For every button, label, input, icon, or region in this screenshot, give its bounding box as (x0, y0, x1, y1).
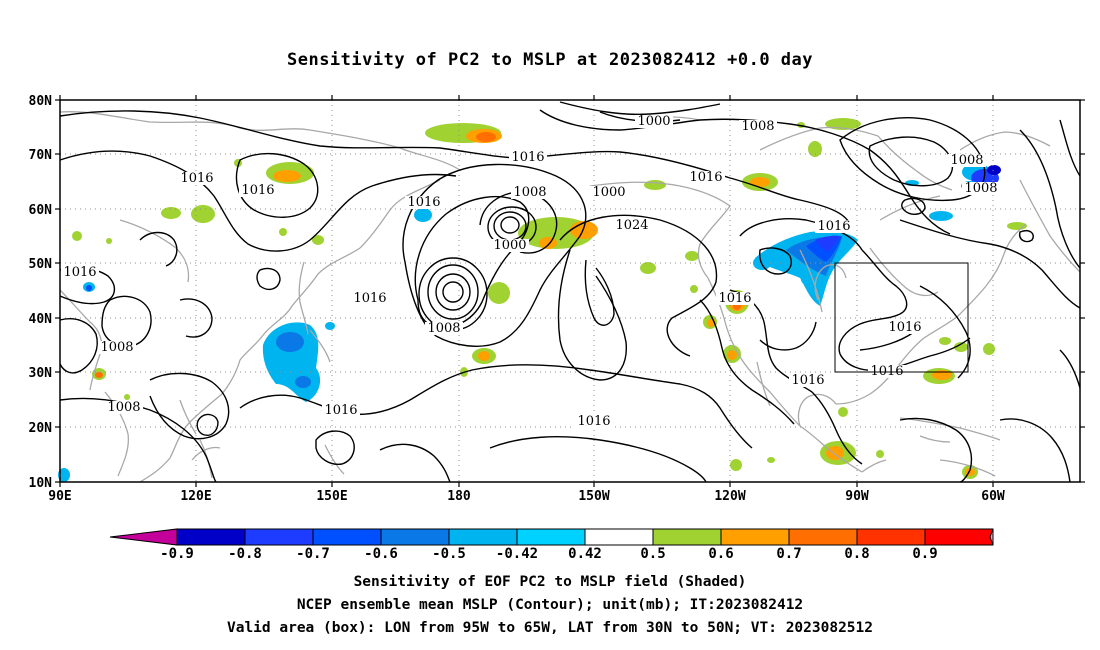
lat-tick-label: 20N (29, 421, 53, 436)
colorbar-segment (856, 528, 926, 546)
lat-tick-label: 10N (29, 476, 53, 491)
colorbar-label: 0.6 (708, 546, 733, 562)
mslp-contours (59, 101, 1081, 483)
lon-tick-label: 180 (447, 489, 471, 504)
contour-label: 1016 (180, 171, 213, 186)
lon-tick-label: 60W (981, 489, 1005, 504)
contour-label: 1016 (353, 291, 386, 306)
colorbar-segment (448, 528, 518, 546)
contour-label: 1016 (324, 403, 357, 418)
graticule (60, 100, 1080, 482)
colorbar-segment (516, 528, 586, 546)
contour-label: 1008 (964, 181, 997, 196)
contour-label: 1016 (511, 150, 544, 165)
lon-tick-label: 120W (714, 489, 745, 504)
lon-tick-label: 90W (845, 489, 869, 504)
colorbar-label: -0.6 (364, 546, 398, 562)
colorbar-segment (584, 528, 654, 546)
lat-tick-label: 60N (29, 203, 53, 218)
colorbar-left-arrow (109, 528, 178, 546)
contour-label: 1016 (407, 195, 440, 210)
colorbar-label: 0.5 (640, 546, 665, 562)
caption-line-2: NCEP ensemble mean MSLP (Contour); unit(… (296, 597, 804, 613)
lon-tick-label: 120E (180, 489, 211, 504)
lat-tick-label: 30N (29, 366, 53, 381)
contour-label: 1000 (637, 114, 670, 129)
contour-label: 1016 (63, 265, 96, 280)
contour-label: 1016 (718, 291, 751, 306)
lon-tick-label: 90E (48, 489, 71, 504)
contour-label: 1008 (427, 321, 460, 336)
colorbar-label: -0.8 (228, 546, 262, 562)
caption-line-1: Sensitivity of EOF PC2 to MSLP field (Sh… (353, 574, 747, 590)
lat-tick-label: 40N (29, 312, 53, 327)
contour-label: 1008 (950, 153, 983, 168)
colorbar-segment (312, 528, 382, 546)
colorbar-segment (652, 528, 722, 546)
contour-label: 1016 (817, 219, 850, 234)
contour-label: 1016 (241, 183, 274, 198)
lat-tick-label: 50N (29, 257, 53, 272)
colorbar-segment (244, 528, 314, 546)
colorbar-label: -0.5 (432, 546, 466, 562)
lat-tick-label: 70N (29, 148, 53, 163)
colorbar-segment (720, 528, 790, 546)
lon-tick-label: 150E (316, 489, 347, 504)
colorbar-segment (176, 528, 246, 546)
coastlines (59, 111, 1081, 483)
lon-tick-label: 150W (578, 489, 609, 504)
contour-label: 1016 (888, 320, 921, 335)
contour-label: 1000 (493, 238, 526, 253)
contour-label: 1008 (107, 400, 140, 415)
contour-label: 1008 (513, 185, 546, 200)
colorbar-label: -0.42 (496, 546, 538, 562)
colorbar-segment (788, 528, 858, 546)
map-frame (59, 99, 1081, 483)
contour-label: 1024 (615, 218, 648, 233)
lat-tick-label: 80N (29, 94, 53, 109)
colorbar-label: 0.7 (776, 546, 801, 562)
caption-line-3: Valid area (box): LON from 95W to 65W, L… (226, 620, 873, 636)
colorbar-right-arrow (989, 528, 994, 546)
colorbar-label: -0.7 (296, 546, 330, 562)
colorbar-label: -0.9 (160, 546, 194, 562)
chart-title: Sensitivity of PC2 to MSLP at 2023082412… (286, 50, 813, 70)
contour-label: 1016 (791, 373, 824, 388)
colorbar-segment (380, 528, 450, 546)
valid-area-box (834, 262, 969, 373)
contour-label: 1008 (100, 340, 133, 355)
colorbar-segment (924, 528, 994, 546)
colorbar-label: 0.9 (912, 546, 937, 562)
axis-ticks (55, 95, 1085, 487)
colorbar: -0.9 -0.8 -0.7 -0.6 -0.5 -0.42 0.42 0.5 0.6 0.7 0.… (109, 528, 994, 562)
contour-label: 1008 (741, 119, 774, 134)
contour-labels: 1016 1016 1016 1000 1008 1016 1008 1000 1016 1016… (61, 114, 1000, 429)
contour-label: 1016 (689, 170, 722, 185)
colorbar-label: 0.8 (844, 546, 869, 562)
contour-label: 1000 (592, 185, 625, 200)
colorbar-label: 0.42 (568, 546, 602, 562)
contour-label: 1016 (577, 414, 610, 429)
